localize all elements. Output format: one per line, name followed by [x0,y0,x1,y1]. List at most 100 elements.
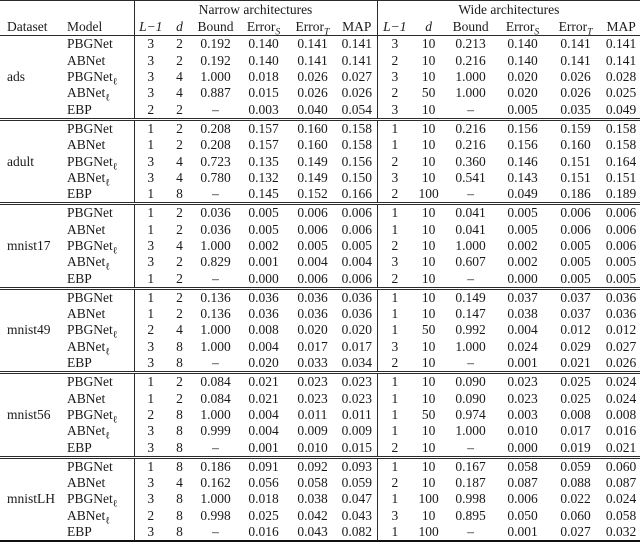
cell-wide-bound: 0.998 [455,491,486,507]
cell-wide-map: 0.025 [605,85,637,101]
model-label: PBGNet [60,288,135,307]
cell-wide-map: 0.028 [605,69,637,85]
cell-wide-d: 10 [421,439,436,455]
cell-narrow-errors: 0.157 [248,137,279,153]
model-subscript: ℓ [112,161,118,170]
cell-wide-errort: 0.005 [560,254,591,270]
cell-wide-l1: 3 [391,36,399,52]
model-label: ABNetℓ [60,507,135,524]
cell-narrow-errors: 0.001 [248,439,279,455]
col-subscript: T [324,26,330,36]
cell-wide-map: 0.049 [605,101,637,117]
table-row: ads PBGNet 3 2 0.192 0.140 0.141 0.141 3 10 0.213 0… [0,35,640,84]
cell-narrow-map: 0.026 [337,85,378,102]
cell-narrow-map: 0.034 [337,354,378,373]
cell-wide-l1: 1 [391,374,399,390]
cell-narrow-errort: 0.038 [297,491,328,507]
cell-wide-bound: 1.000 [455,338,486,354]
dataset-label: mnist56 [7,406,51,422]
cell-narrow-d: 8 [176,338,183,354]
cell-narrow-map: 0.059 [337,475,378,492]
cell-narrow-d: 8 [176,507,183,523]
cell-wide-errors: 0.005 [507,221,538,237]
cell-wide-d: 10 [421,374,436,390]
cell-narrow-d: 8 [176,491,183,507]
cell-narrow-errort: 0.023 [297,390,328,406]
cell-wide-map: 0.060 [605,458,637,474]
col-narrow-bound: Bound [197,19,234,35]
cell-wide-d: 10 [421,423,436,439]
cell-wide-errort: 0.017 [560,423,591,439]
cell-wide-errors: 0.001 [507,355,538,371]
dataset-block-mnist17: mnist17 PBGNet 1 2 0.036 0.005 0.006 0.006 1 10 0.… [0,203,640,289]
cell-wide-bound: 1.000 [455,423,486,439]
cell-narrow-bound: 1.000 [200,69,231,85]
cell-wide-bound: 0.213 [455,36,486,52]
cell-narrow-errors: 0.018 [248,491,279,507]
cell-narrow-bound: 0.999 [200,423,231,439]
cell-narrow-errort: 0.040 [297,101,328,117]
cell-narrow-errors: 0.004 [248,338,279,354]
cell-wide-d: 10 [421,69,436,85]
cell-wide-d: 100 [418,524,439,540]
cell-narrow-errors: 0.025 [248,507,279,523]
model-subscript: ℓ [112,499,118,508]
cell-wide-bound: – [467,270,474,286]
cell-wide-l1: 2 [391,238,399,253]
cell-wide-bound: 1.000 [455,238,486,253]
cell-narrow-errort: 0.141 [297,36,328,52]
cell-narrow-errors: 0.021 [248,390,279,406]
col-wide-l1: L−1 [383,19,407,35]
cell-narrow-bound: 0.192 [200,52,231,68]
model-subscript: ℓ [105,430,110,440]
cell-wide-d: 10 [421,120,436,136]
table-row: EBP 3 8 – 0.016 0.043 0.082 1 100 – 0.001 0.027 0.03… [0,523,640,542]
cell-narrow-bound: 0.136 [200,289,231,305]
dataset-label: adult [7,153,34,169]
cell-narrow-l1: 2 [147,507,155,523]
cell-wide-l1: 2 [391,52,399,68]
cell-narrow-l1: 3 [147,439,155,455]
cell-wide-errors: 0.020 [507,69,538,85]
cell-narrow-l1: 3 [147,338,155,354]
cell-wide-errort: 0.008 [560,406,591,422]
cell-wide-l1: 3 [391,101,399,117]
table-row: ABNet 1 2 0.084 0.021 0.023 0.023 1 10 0.090 0.023… [0,390,640,407]
cell-wide-l1: 2 [391,475,399,491]
cell-wide-d: 10 [421,254,436,270]
cell-narrow-map: 0.036 [337,288,378,307]
cell-narrow-errort: 0.026 [297,85,328,101]
cell-narrow-map: 0.150 [337,169,378,186]
cell-narrow-errors: 0.003 [248,101,279,117]
cell-wide-map: 0.005 [605,254,637,270]
cell-wide-bound: 0.895 [455,507,486,523]
cell-narrow-l1: 1 [147,390,155,406]
model-label: PBGNet [60,372,135,391]
cell-wide-errors: 0.010 [507,423,538,439]
cell-wide-errort: 0.059 [560,458,591,474]
cell-narrow-errort: 0.152 [297,186,328,202]
cell-narrow-errort: 0.036 [297,306,328,322]
table-row: PBGNetℓ 3 4 1.000 0.002 0.005 0.005 2 10 1.000 0.0… [0,237,640,255]
cell-narrow-map: 0.006 [337,221,378,238]
cell-narrow-errort: 0.042 [297,507,328,523]
col-narrow-errort: ErrorT [288,19,337,36]
model-subscript: ℓ [112,245,118,255]
cell-wide-l1: 1 [391,289,399,305]
cell-wide-d: 10 [421,355,436,371]
cell-wide-map: 0.158 [605,137,637,153]
cell-wide-map: 0.016 [605,423,637,439]
cell-wide-errors: 0.002 [507,254,538,270]
cell-wide-d: 10 [421,169,436,185]
cell-wide-bound: 0.090 [455,390,486,406]
cell-narrow-map: 0.158 [337,137,378,154]
cell-wide-errors: 0.005 [507,101,538,117]
cell-wide-errors: 0.058 [507,458,538,474]
cell-wide-l1: 2 [391,270,399,286]
cell-narrow-errors: 0.091 [248,458,279,474]
cell-narrow-map: 0.015 [337,439,378,458]
cell-wide-errort: 0.019 [560,439,591,455]
cell-wide-bound: 0.187 [455,475,486,491]
cell-narrow-d: 2 [176,254,183,270]
cell-narrow-l1: 3 [147,475,155,491]
